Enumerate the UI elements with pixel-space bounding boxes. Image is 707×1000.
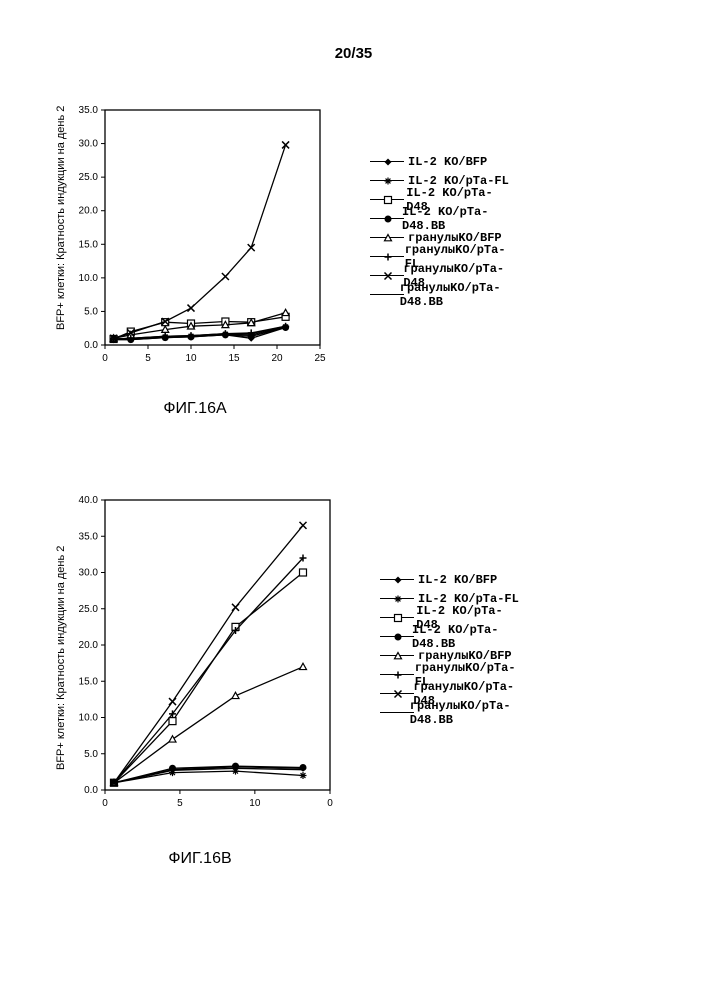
svg-text:0.0: 0.0 xyxy=(84,785,98,796)
legend-marker-icon xyxy=(370,193,402,207)
svg-text:20.0: 20.0 xyxy=(79,640,99,651)
svg-text:10: 10 xyxy=(249,798,261,809)
svg-text:5.0: 5.0 xyxy=(84,749,98,760)
legend-item: IL-2 KO/BFP xyxy=(380,570,519,589)
svg-text:0.0: 0.0 xyxy=(84,340,98,351)
legend-label: IL-2 KO/BFP xyxy=(408,155,487,169)
legend-item: IL-2 KO/pTa-D48.BB xyxy=(370,209,509,228)
svg-text:15.0: 15.0 xyxy=(79,676,99,687)
svg-text:10.0: 10.0 xyxy=(79,713,99,724)
legend-marker-icon xyxy=(370,174,404,188)
svg-text:5.0: 5.0 xyxy=(84,306,98,317)
svg-text:5: 5 xyxy=(145,353,151,364)
legend-marker-icon xyxy=(380,649,414,663)
svg-text:25: 25 xyxy=(314,353,326,364)
legend-marker-icon xyxy=(380,592,414,606)
chart-a-svg: 0.0 5.0 10.0 15.0 20.0 25.0 30.0 35.0 0 5 10 15 20 25 xyxy=(60,100,330,385)
chart-a-wrap: BFP+ клетки: Кратность индукции на день … xyxy=(60,100,330,390)
svg-text:5: 5 xyxy=(177,798,183,809)
svg-text:0: 0 xyxy=(102,353,108,364)
svg-text:35.0: 35.0 xyxy=(79,105,99,116)
legend-marker-icon xyxy=(370,212,398,226)
figure-16b-caption: ФИГ.16B xyxy=(60,850,340,868)
figure-16a-caption: ФИГ.16A xyxy=(60,400,330,418)
legend-label: гранулыKO/pTa-D48.BB xyxy=(410,699,519,727)
figure-16b: BFP+ клетки: Кратность индукции на день … xyxy=(60,490,340,868)
svg-text:10: 10 xyxy=(185,353,197,364)
chart-b-legend: IL-2 KO/BFPIL-2 KO/pTa-FLIL-2 KO/pTa-D48… xyxy=(380,570,519,722)
svg-text:30.0: 30.0 xyxy=(79,139,99,150)
page-header: 20/35 xyxy=(0,45,707,62)
legend-label: гранулыKO/pTa-D48.BB xyxy=(400,281,509,309)
svg-text:40.0: 40.0 xyxy=(79,495,99,506)
legend-marker-icon xyxy=(370,269,399,283)
chart-a-legend: IL-2 KO/BFPIL-2 KO/pTa-FLIL-2 KO/pTa-D48… xyxy=(370,152,509,304)
legend-item: гранулыKO/pTa-D48.BB xyxy=(380,703,519,722)
svg-text:0: 0 xyxy=(327,798,333,809)
legend-marker-icon xyxy=(380,611,412,625)
chart-a-ylabel: BFP+ клетки: Кратность индукции на день … xyxy=(55,106,67,330)
chart-b-wrap: BFP+ клетки: Кратность индукции на день … xyxy=(60,490,340,840)
chart-b-svg: 0.0 5.0 10.0 15.0 20.0 25.0 30.0 35.0 40.0 0 5 10 0 xyxy=(60,490,340,835)
legend-marker-icon xyxy=(370,231,404,245)
svg-text:30.0: 30.0 xyxy=(79,568,99,579)
legend-marker-icon xyxy=(370,288,396,302)
chart-b-ylabel: BFP+ клетки: Кратность индукции на день … xyxy=(55,546,67,770)
legend-label: IL-2 KO/pTa-D48.BB xyxy=(402,205,509,233)
legend-item: гранулыKO/pTa-D48.BB xyxy=(370,285,509,304)
legend-marker-icon xyxy=(380,687,409,701)
legend-marker-icon xyxy=(380,706,406,720)
svg-text:25.0: 25.0 xyxy=(79,604,99,615)
svg-text:0: 0 xyxy=(102,798,108,809)
svg-text:15.0: 15.0 xyxy=(79,239,99,250)
svg-text:10.0: 10.0 xyxy=(79,273,99,284)
legend-marker-icon xyxy=(370,250,401,264)
legend-marker-icon xyxy=(380,668,411,682)
svg-text:35.0: 35.0 xyxy=(79,531,99,542)
svg-text:25.0: 25.0 xyxy=(79,172,99,183)
legend-marker-icon xyxy=(370,155,404,169)
legend-label: IL-2 KO/pTa-D48.BB xyxy=(412,623,519,651)
legend-marker-icon xyxy=(380,573,414,587)
svg-text:20: 20 xyxy=(271,353,283,364)
legend-item: IL-2 KO/BFP xyxy=(370,152,509,171)
legend-label: IL-2 KO/BFP xyxy=(418,573,497,587)
legend-marker-icon xyxy=(380,630,408,644)
svg-text:15: 15 xyxy=(228,353,240,364)
figure-16a: BFP+ клетки: Кратность индукции на день … xyxy=(60,100,330,418)
svg-text:20.0: 20.0 xyxy=(79,206,99,217)
legend-item: IL-2 KO/pTa-D48.BB xyxy=(380,627,519,646)
